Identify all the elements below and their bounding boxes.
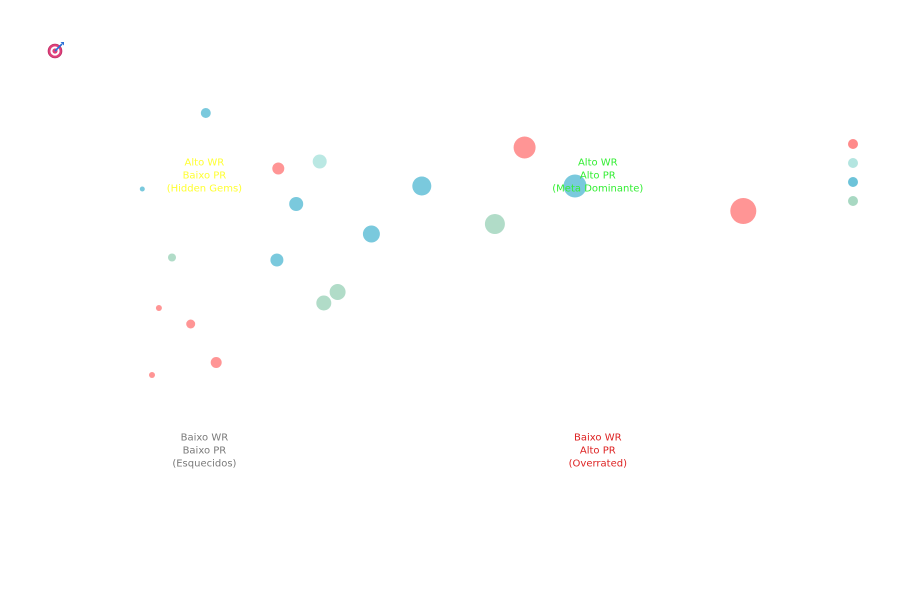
quadrant-label-0: Alto WR Baixo PR (Hidden Gems): [167, 158, 242, 195]
legend: [848, 139, 858, 206]
quadrant-label-2: Baixo WR Baixo PR (Esquecidos): [172, 433, 236, 470]
data-point-s0-p5[interactable]: [210, 357, 222, 368]
data-point-s0-p3[interactable]: [155, 305, 162, 311]
quadrant-label-1-line-2: (Meta Dominante): [552, 184, 643, 195]
quadrant-label-0-line-2: (Hidden Gems): [167, 184, 242, 195]
legend-marker-0[interactable]: [848, 139, 858, 149]
quadrant-label-3-line-2: (Overrated): [569, 459, 627, 470]
quadrant-label-1-line-0: Alto WR: [578, 158, 618, 169]
data-point-s2-p2[interactable]: [412, 176, 432, 196]
data-point-s1-p0[interactable]: [312, 154, 327, 169]
data-point-s3-p2[interactable]: [316, 295, 332, 311]
points-layer: [139, 108, 757, 378]
quadrant-label-3: Baixo WR Alto PR (Overrated): [569, 433, 627, 470]
data-point-s3-p0[interactable]: [484, 214, 505, 234]
data-point-s2-p6[interactable]: [139, 186, 145, 192]
data-point-s0-p2[interactable]: [272, 162, 285, 175]
quadrant-annotations: Alto WR Baixo PR (Hidden Gems)Alto WR Alto …: [167, 158, 644, 470]
legend-marker-1[interactable]: [848, 158, 858, 168]
data-point-s0-p6[interactable]: [149, 372, 155, 378]
data-point-s2-p4[interactable]: [362, 225, 380, 243]
quadrant-label-0-line-0: Alto WR: [185, 158, 225, 169]
data-point-s0-p0[interactable]: [513, 136, 536, 159]
legend-marker-3[interactable]: [848, 196, 858, 206]
quadrant-label-3-line-1: Alto PR: [580, 446, 616, 457]
quadrant-label-2-line-1: Baixo PR: [183, 446, 227, 457]
quadrant-label-0-line-1: Baixo PR: [183, 171, 227, 182]
data-point-s0-p4[interactable]: [186, 319, 196, 329]
quadrant-label-3-line-0: Baixo WR: [574, 433, 622, 444]
data-point-s2-p5[interactable]: [270, 253, 284, 267]
data-point-s2-p3[interactable]: [289, 197, 304, 211]
quadrant-label-2-line-0: Baixo WR: [181, 433, 229, 444]
data-point-s0-p1[interactable]: [730, 198, 757, 224]
quadrant-label-1-line-1: Alto PR: [580, 171, 616, 182]
data-point-s2-p1[interactable]: [563, 174, 587, 198]
legend-marker-2[interactable]: [848, 177, 858, 187]
data-point-s2-p0[interactable]: [200, 108, 211, 118]
data-point-s3-p3[interactable]: [168, 253, 176, 262]
quadrant-label-2-line-2: (Esquecidos): [172, 459, 236, 470]
quadrant-label-1: Alto WR Alto PR (Meta Dominante): [552, 158, 643, 195]
data-point-s3-p1[interactable]: [329, 284, 346, 300]
target-dart-icon: [47, 42, 64, 59]
